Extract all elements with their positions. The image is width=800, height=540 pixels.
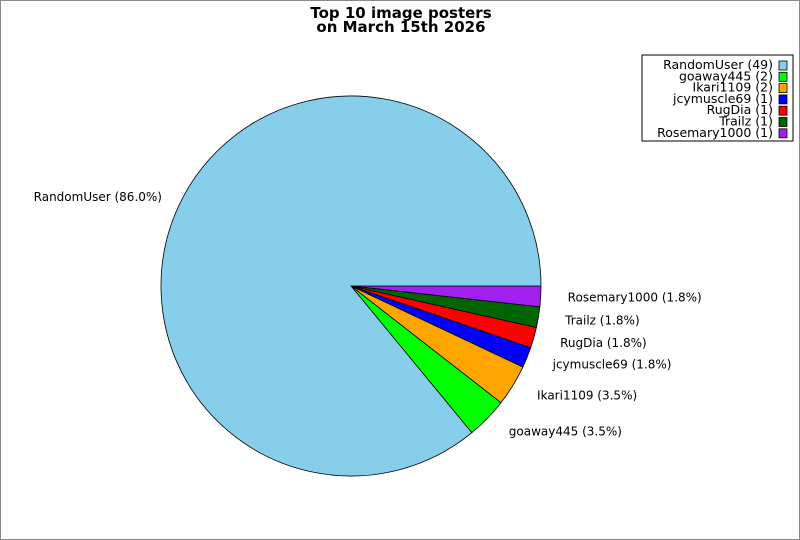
legend-swatch xyxy=(778,83,788,93)
legend-swatch xyxy=(778,128,788,139)
legend-label: RugDia (1) xyxy=(707,102,773,117)
slice-label: Ikari1109 (3.5%) xyxy=(537,388,637,402)
legend-label: jcymuscle69 (1) xyxy=(672,91,773,106)
legend-label: RandomUser (49) xyxy=(663,57,773,72)
legend-box xyxy=(641,54,794,142)
slice-label: Rosemary1000 (1.8%) xyxy=(568,291,702,305)
legend-swatch xyxy=(778,71,788,82)
slice-label: jcymuscle69 (1.8%) xyxy=(552,358,672,372)
legend-label: goaway445 (2) xyxy=(679,68,773,83)
legend-swatch xyxy=(778,105,788,116)
legend-label: Trailz (1) xyxy=(718,114,773,129)
legend-swatch xyxy=(778,60,788,71)
pie-slice-randomuser xyxy=(160,95,542,477)
chart-title-line-2: on March 15th 2026 xyxy=(316,18,485,36)
legend-swatch xyxy=(778,94,788,105)
legend-label: Rosemary1000 (1) xyxy=(657,125,773,140)
legend-swatch xyxy=(778,117,788,127)
legend-label: Ikari1109 (2) xyxy=(693,80,773,95)
chart-title-line-1: Top 10 image posters xyxy=(310,4,491,22)
slice-label: RandomUser (86.0%) xyxy=(34,190,162,204)
slice-label: RugDia (1.8%) xyxy=(560,336,647,350)
slice-label: Trailz (1.8%) xyxy=(564,313,639,327)
slice-label: goaway445 (3.5%) xyxy=(509,425,622,439)
